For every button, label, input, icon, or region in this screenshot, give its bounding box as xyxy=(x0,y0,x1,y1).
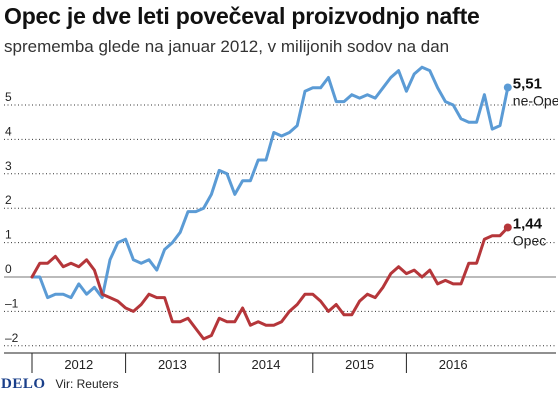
y-tick-label: 5 xyxy=(5,90,12,104)
series-end-marker-ne_opec xyxy=(503,83,512,92)
footer: DELO Vir: Reuters xyxy=(0,374,119,394)
chart-subtitle: sprememba glede na januar 2012, v milijo… xyxy=(4,37,450,56)
y-tick-label: –2 xyxy=(5,331,19,345)
y-tick-label: 4 xyxy=(5,124,12,138)
series-value-label-ne_opec: 5,51 xyxy=(513,75,542,92)
y-tick-label: –1 xyxy=(5,296,19,310)
x-tick-label: 2012 xyxy=(64,357,93,372)
source-note: Vir: Reuters xyxy=(55,377,119,391)
x-tick-label: 2015 xyxy=(345,357,374,372)
series-name-label-ne_opec: ne-Opec xyxy=(513,92,558,108)
y-tick-label: 3 xyxy=(5,159,12,173)
series-line-ne_opec xyxy=(30,65,510,300)
x-tick-label: 2013 xyxy=(158,357,187,372)
series-name-label-opec: Opec xyxy=(513,232,546,248)
y-tick-label: 2 xyxy=(5,193,12,207)
x-tick-label: 2016 xyxy=(439,357,468,372)
series-line-opec xyxy=(30,226,510,341)
brand-logo: DELO xyxy=(1,375,46,392)
y-tick-label: 1 xyxy=(5,228,12,242)
y-tick-label: 0 xyxy=(5,262,12,276)
x-tick-label: 2014 xyxy=(252,357,281,372)
series-end-marker-opec xyxy=(503,223,512,232)
series-value-label-opec: 1,44 xyxy=(513,215,543,232)
chart-title: Opec je dve leti povečeval proizvodnjo n… xyxy=(4,3,480,29)
